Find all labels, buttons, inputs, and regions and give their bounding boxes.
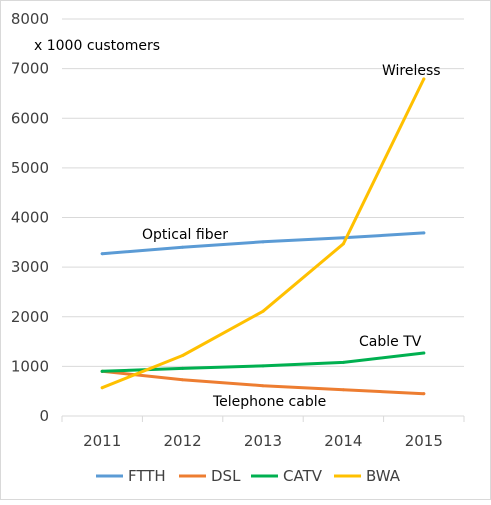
- y-axis-unit-label: x 1000 customers: [34, 38, 160, 54]
- data-point-catv: [341, 360, 345, 364]
- data-point-catv: [100, 369, 104, 373]
- gridlines: [62, 18, 464, 417]
- y-tick-label: 2000: [11, 308, 49, 326]
- data-point-catv: [261, 364, 265, 368]
- x-axis-ticks: 2011 2012 2013 2014 2015: [61, 416, 465, 450]
- y-tick-label: 6000: [11, 109, 49, 127]
- data-point-ftth: [422, 231, 426, 235]
- annotation-wireless: Wireless: [382, 63, 441, 79]
- data-point-bwa: [261, 309, 265, 313]
- series-line-dsl: [100, 369, 426, 396]
- legend-label: BWA: [366, 467, 401, 485]
- y-tick-label: 8000: [11, 10, 49, 28]
- data-point-dsl: [181, 378, 185, 382]
- legend-label: CATV: [283, 467, 323, 485]
- y-tick-label: 3000: [11, 258, 49, 276]
- x-tick-label: 2014: [324, 432, 362, 450]
- x-tick-label: 2011: [83, 432, 121, 450]
- legend-item-ftth: FTTH: [96, 467, 166, 485]
- data-point-catv: [181, 366, 185, 370]
- data-point-bwa: [341, 242, 345, 246]
- data-point-ftth: [181, 245, 185, 249]
- legend-label: DSL: [211, 467, 241, 485]
- legend-item-dsl: DSL: [179, 467, 241, 485]
- y-tick-label: 1000: [11, 357, 49, 375]
- data-point-bwa: [100, 386, 104, 390]
- y-tick-label: 0: [39, 407, 49, 425]
- y-axis-ticks: 0 1000 2000 3000 4000 5000 6000 7000 8000: [11, 10, 49, 425]
- x-tick-label: 2013: [244, 432, 282, 450]
- legend-label: FTTH: [128, 467, 166, 485]
- data-point-dsl: [341, 388, 345, 392]
- data-point-ftth: [261, 240, 265, 244]
- series-lines: [100, 77, 426, 396]
- legend-item-catv: CATV: [251, 467, 323, 485]
- annotation-telephone-cable: Telephone cable: [212, 394, 326, 410]
- data-point-ftth: [100, 252, 104, 256]
- legend: FTTH DSL CATV BWA: [96, 467, 401, 485]
- x-tick-label: 2015: [405, 432, 443, 450]
- y-tick-label: 7000: [11, 60, 49, 78]
- legend-item-bwa: BWA: [334, 467, 401, 485]
- annotation-cable-tv: Cable TV: [359, 334, 422, 350]
- annotation-optical-fiber: Optical fiber: [142, 227, 228, 243]
- data-point-dsl: [422, 392, 426, 396]
- data-point-catv: [422, 351, 426, 355]
- y-tick-label: 5000: [11, 159, 49, 177]
- y-tick-label: 4000: [11, 209, 49, 227]
- data-point-bwa: [422, 77, 426, 81]
- data-point-dsl: [261, 384, 265, 388]
- data-point-bwa: [181, 353, 185, 357]
- x-tick-label: 2012: [164, 432, 202, 450]
- data-point-ftth: [341, 236, 345, 240]
